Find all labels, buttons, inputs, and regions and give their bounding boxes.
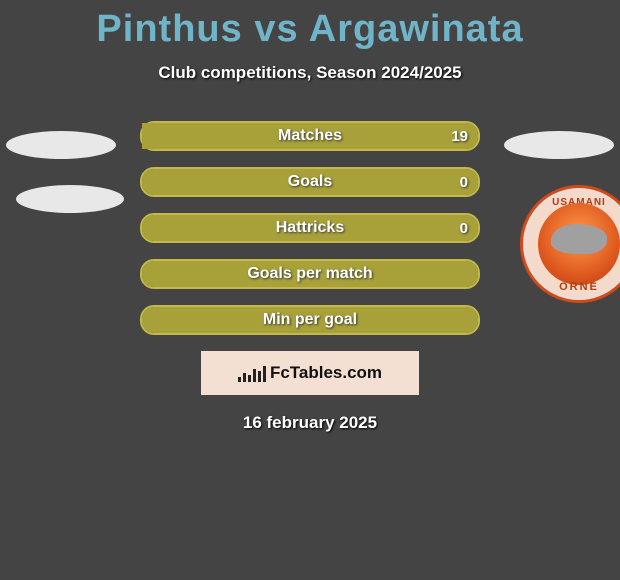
- vs-text: vs: [254, 8, 298, 50]
- stat-row: 0 Hattricks: [140, 213, 480, 243]
- stat-value-right: 0: [460, 220, 468, 237]
- stat-row: 19 Matches: [140, 121, 480, 151]
- badge-dolphin-icon: [551, 224, 607, 254]
- stat-label: Goals: [288, 173, 332, 191]
- player1-photo-placeholder: [6, 131, 116, 159]
- logo-bar: [238, 377, 241, 382]
- player1-name: Pinthus: [96, 8, 242, 50]
- logo-bar: [263, 366, 266, 382]
- comparison-title: Pinthus vs Argawinata: [0, 8, 620, 51]
- fctables-bars-icon: [238, 364, 266, 382]
- fctables-branding[interactable]: FcTables.com: [201, 351, 419, 395]
- stat-value-right: 0: [460, 174, 468, 191]
- fctables-text: FcTables.com: [270, 363, 382, 383]
- stat-label: Min per goal: [263, 311, 357, 329]
- logo-bar: [258, 371, 261, 382]
- stat-label: Goals per match: [247, 265, 372, 283]
- player1-club-placeholder: [16, 185, 124, 213]
- stat-fill-left: [142, 169, 310, 195]
- date-text: 16 february 2025: [0, 413, 620, 433]
- fctables-logo: FcTables.com: [238, 363, 382, 383]
- logo-bar: [253, 369, 256, 382]
- subtitle: Club competitions, Season 2024/2025: [0, 63, 620, 83]
- stat-row: Min per goal: [140, 305, 480, 335]
- stat-label: Hattricks: [276, 219, 344, 237]
- player2-name: Argawinata: [309, 8, 524, 50]
- player2-club-badge: USAMANI ORNE: [520, 185, 620, 303]
- logo-bar: [248, 375, 251, 382]
- stat-row: Goals per match: [140, 259, 480, 289]
- player2-photo-placeholder: [504, 131, 614, 159]
- stats-area: USAMANI ORNE 19 Matches 0 Goals 0 Hattricks Go…: [0, 121, 620, 433]
- stat-fill-right: [310, 169, 478, 195]
- logo-bar: [243, 373, 246, 382]
- stat-row: 0 Goals: [140, 167, 480, 197]
- stat-label: Matches: [278, 127, 342, 145]
- badge-bottom-text: ORNE: [520, 281, 620, 293]
- stat-value-right: 19: [451, 128, 468, 145]
